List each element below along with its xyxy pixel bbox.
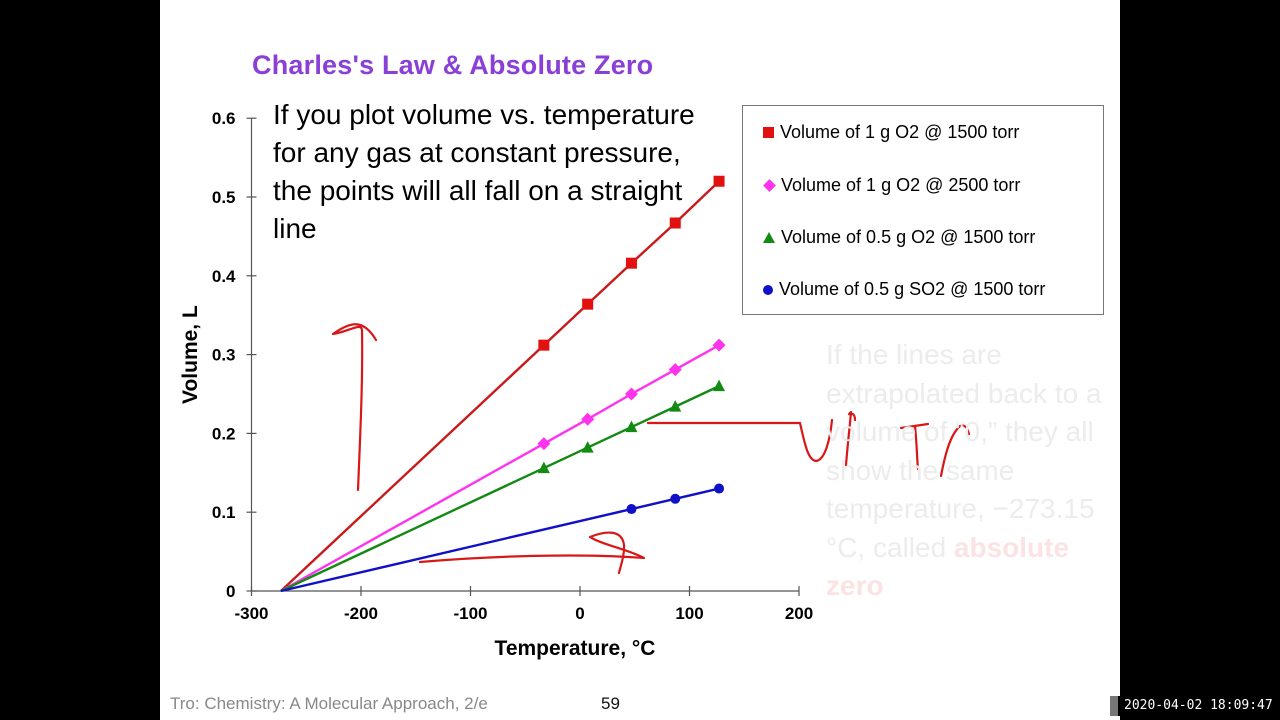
x-tick-label: -200 [344, 604, 378, 623]
data-point-circle [670, 493, 681, 504]
data-point-diamond [712, 338, 726, 352]
legend-label: Volume of 0.5 g O2 @ 1500 torr [781, 227, 1036, 247]
annotation-t-up [899, 422, 971, 478]
data-point-triangle [713, 379, 726, 392]
data-point-triangle [669, 400, 682, 412]
legend-item-1g-o2-1500: Volume of 1 g O2 @ 1500 torr [763, 122, 1019, 143]
y-tick-label: 0 [226, 582, 235, 601]
series-circle [280, 483, 725, 593]
x-tick-label: 200 [785, 604, 813, 623]
absolute-zero-highlight: absolute zero [826, 531, 1070, 602]
data-point-circle [714, 483, 725, 494]
data-point-diamond [668, 363, 682, 377]
data-point-triangle [581, 441, 594, 453]
data-point-circle [626, 504, 637, 515]
series-diamond [280, 338, 726, 593]
chart-legend: Volume of 1 g O2 @ 1500 torr Volume of 1… [742, 105, 1104, 315]
annotation-v-up [844, 410, 857, 467]
y-tick-label: 0.2 [212, 424, 236, 443]
legend-item-05g-so2-1500: Volume of 0.5 g SO2 @ 1500 torr [763, 279, 1045, 300]
x-tick-label: 0 [575, 604, 584, 623]
faded-text: If the lines are extrapolated back to a … [826, 339, 1102, 563]
y-tick-label: 0.5 [212, 188, 236, 207]
data-point-square [625, 257, 637, 269]
data-point-diamond [537, 437, 551, 451]
x-tick-label: -100 [453, 604, 487, 623]
legend-label: Volume of 1 g O2 @ 1500 torr [780, 122, 1020, 142]
data-point-diamond [581, 412, 595, 426]
data-point-square [669, 217, 681, 229]
series-triangle [280, 379, 726, 593]
annotation-arrow-up [331, 323, 378, 492]
legend-item-05g-o2-1500: Volume of 0.5 g O2 @ 1500 torr [763, 227, 1035, 248]
y-tick-label: 0.6 [212, 109, 236, 128]
legend-label: Volume of 1 g O2 @ 2500 torr [781, 175, 1021, 195]
data-point-square [538, 339, 550, 351]
magenta-diamond-marker-icon [763, 179, 776, 192]
charles-law-chart: -300 -200 -100 0 100 200 0 0.1 0.2 0.3 0.4 0.5 0.6 Te… [179, 109, 971, 660]
series-square [280, 175, 725, 592]
x-tick-label: 100 [675, 604, 703, 623]
annotation-line [646, 418, 834, 463]
body-text: If you plot volume vs. temperature for a… [273, 99, 695, 244]
annotation-arrow-right [418, 531, 646, 575]
x-axis-title: Temperature, °C [495, 637, 656, 660]
page-number: 59 [601, 694, 620, 713]
y-axis-title: Volume, L [179, 305, 202, 404]
chart-series [280, 175, 726, 593]
x-tick-label: -300 [234, 604, 268, 623]
legend-item-1g-o2-2500: Volume of 1 g O2 @ 2500 torr [763, 175, 1020, 196]
data-point-square [582, 298, 594, 310]
blue-circle-marker-icon [763, 284, 773, 295]
data-point-square [713, 175, 725, 187]
y-tick-label: 0.1 [212, 503, 236, 522]
y-tick-label: 0.4 [212, 267, 236, 286]
data-point-triangle [625, 420, 638, 433]
pen-annotations [331, 323, 971, 575]
green-triangle-marker-icon [763, 232, 775, 243]
y-tick-label: 0.3 [212, 346, 236, 365]
faded-explanation-text: If the lines are extrapolated back to a … [826, 336, 1116, 606]
chart-axes: -300 -200 -100 0 100 200 0 0.1 0.2 0.3 0.4 0.5 0.6 Te… [179, 109, 813, 660]
legend-label: Volume of 0.5 g SO2 @ 1500 torr [779, 279, 1046, 299]
data-point-triangle [537, 461, 550, 474]
data-point-diamond [624, 387, 638, 401]
recording-timestamp: 2020-04-02 18:09:47 [1110, 696, 1279, 716]
slide-title: Charles's Law & Absolute Zero [252, 50, 654, 80]
red-square-marker-icon [763, 127, 774, 138]
slide-footer: Tro: Chemistry: A Molecular Approach, 2/… [170, 694, 488, 713]
slide: Charles's Law & Absolute Zero -300 -200 -1… [160, 0, 1120, 720]
